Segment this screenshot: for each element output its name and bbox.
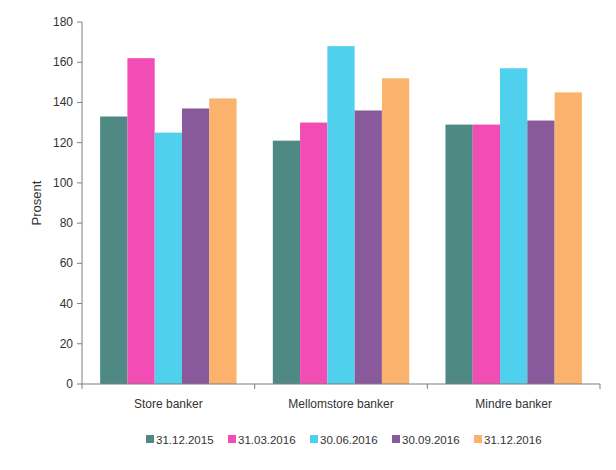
legend-label: 31.12.2016 [484, 434, 542, 446]
y-tick-label: 180 [53, 15, 73, 29]
bar [355, 110, 382, 384]
bar [473, 125, 500, 384]
legend-swatch [392, 435, 400, 443]
bar [182, 108, 209, 384]
y-tick [77, 102, 82, 103]
y-tick [77, 142, 82, 143]
legend-label: 31.03.2016 [238, 434, 296, 446]
bar [300, 123, 327, 384]
bar [445, 125, 472, 384]
legend-swatch [310, 435, 318, 443]
y-tick-label: 80 [60, 216, 74, 230]
y-tick-label: 20 [60, 337, 74, 351]
legend-label: 30.06.2016 [320, 434, 378, 446]
bar [127, 58, 154, 384]
chart: 0 20 40 60 80 100 120 140 160 180 Store banker Mell… [0, 0, 616, 470]
x-tick [254, 384, 255, 389]
x-axis [82, 384, 600, 385]
x-tick [427, 384, 428, 389]
y-tick [77, 303, 82, 304]
x-tick-label: Mellomstore banker [288, 397, 393, 411]
legend-label: 30.09.2016 [402, 434, 460, 446]
y-tick [77, 223, 82, 224]
bar [327, 46, 354, 384]
x-tick-label: Store banker [134, 397, 203, 411]
y-tick-label: 160 [53, 55, 73, 69]
bar [273, 141, 300, 384]
y-axis-label: Prosent [29, 180, 44, 225]
y-tick [77, 62, 82, 63]
x-tick-label: Mindre banker [475, 397, 552, 411]
bar [555, 92, 582, 384]
y-tick [77, 343, 82, 344]
bar [209, 98, 236, 384]
bar [500, 68, 527, 384]
y-tick-label: 120 [53, 136, 73, 150]
bar [382, 78, 409, 384]
legend: 31.12.2015 31.03.2016 30.06.2016 30.09.2016… [146, 434, 542, 446]
bars [100, 46, 582, 384]
y-tick [77, 263, 82, 264]
y-tick [77, 22, 82, 23]
legend-swatch [474, 435, 482, 443]
y-tick [77, 384, 82, 385]
y-axis [82, 22, 83, 384]
legend-swatch [146, 435, 154, 443]
y-tick [77, 182, 82, 183]
bar [155, 133, 182, 384]
x-tick [600, 384, 601, 389]
x-tick [82, 384, 83, 389]
bar [527, 121, 554, 384]
y-tick-label: 40 [60, 297, 74, 311]
y-tick-label: 0 [66, 377, 73, 391]
y-tick-label: 100 [53, 176, 73, 190]
legend-swatch [228, 435, 236, 443]
bar [100, 117, 127, 384]
y-tick-label: 60 [60, 256, 74, 270]
y-tick-label: 140 [53, 95, 73, 109]
legend-label: 31.12.2015 [156, 434, 214, 446]
